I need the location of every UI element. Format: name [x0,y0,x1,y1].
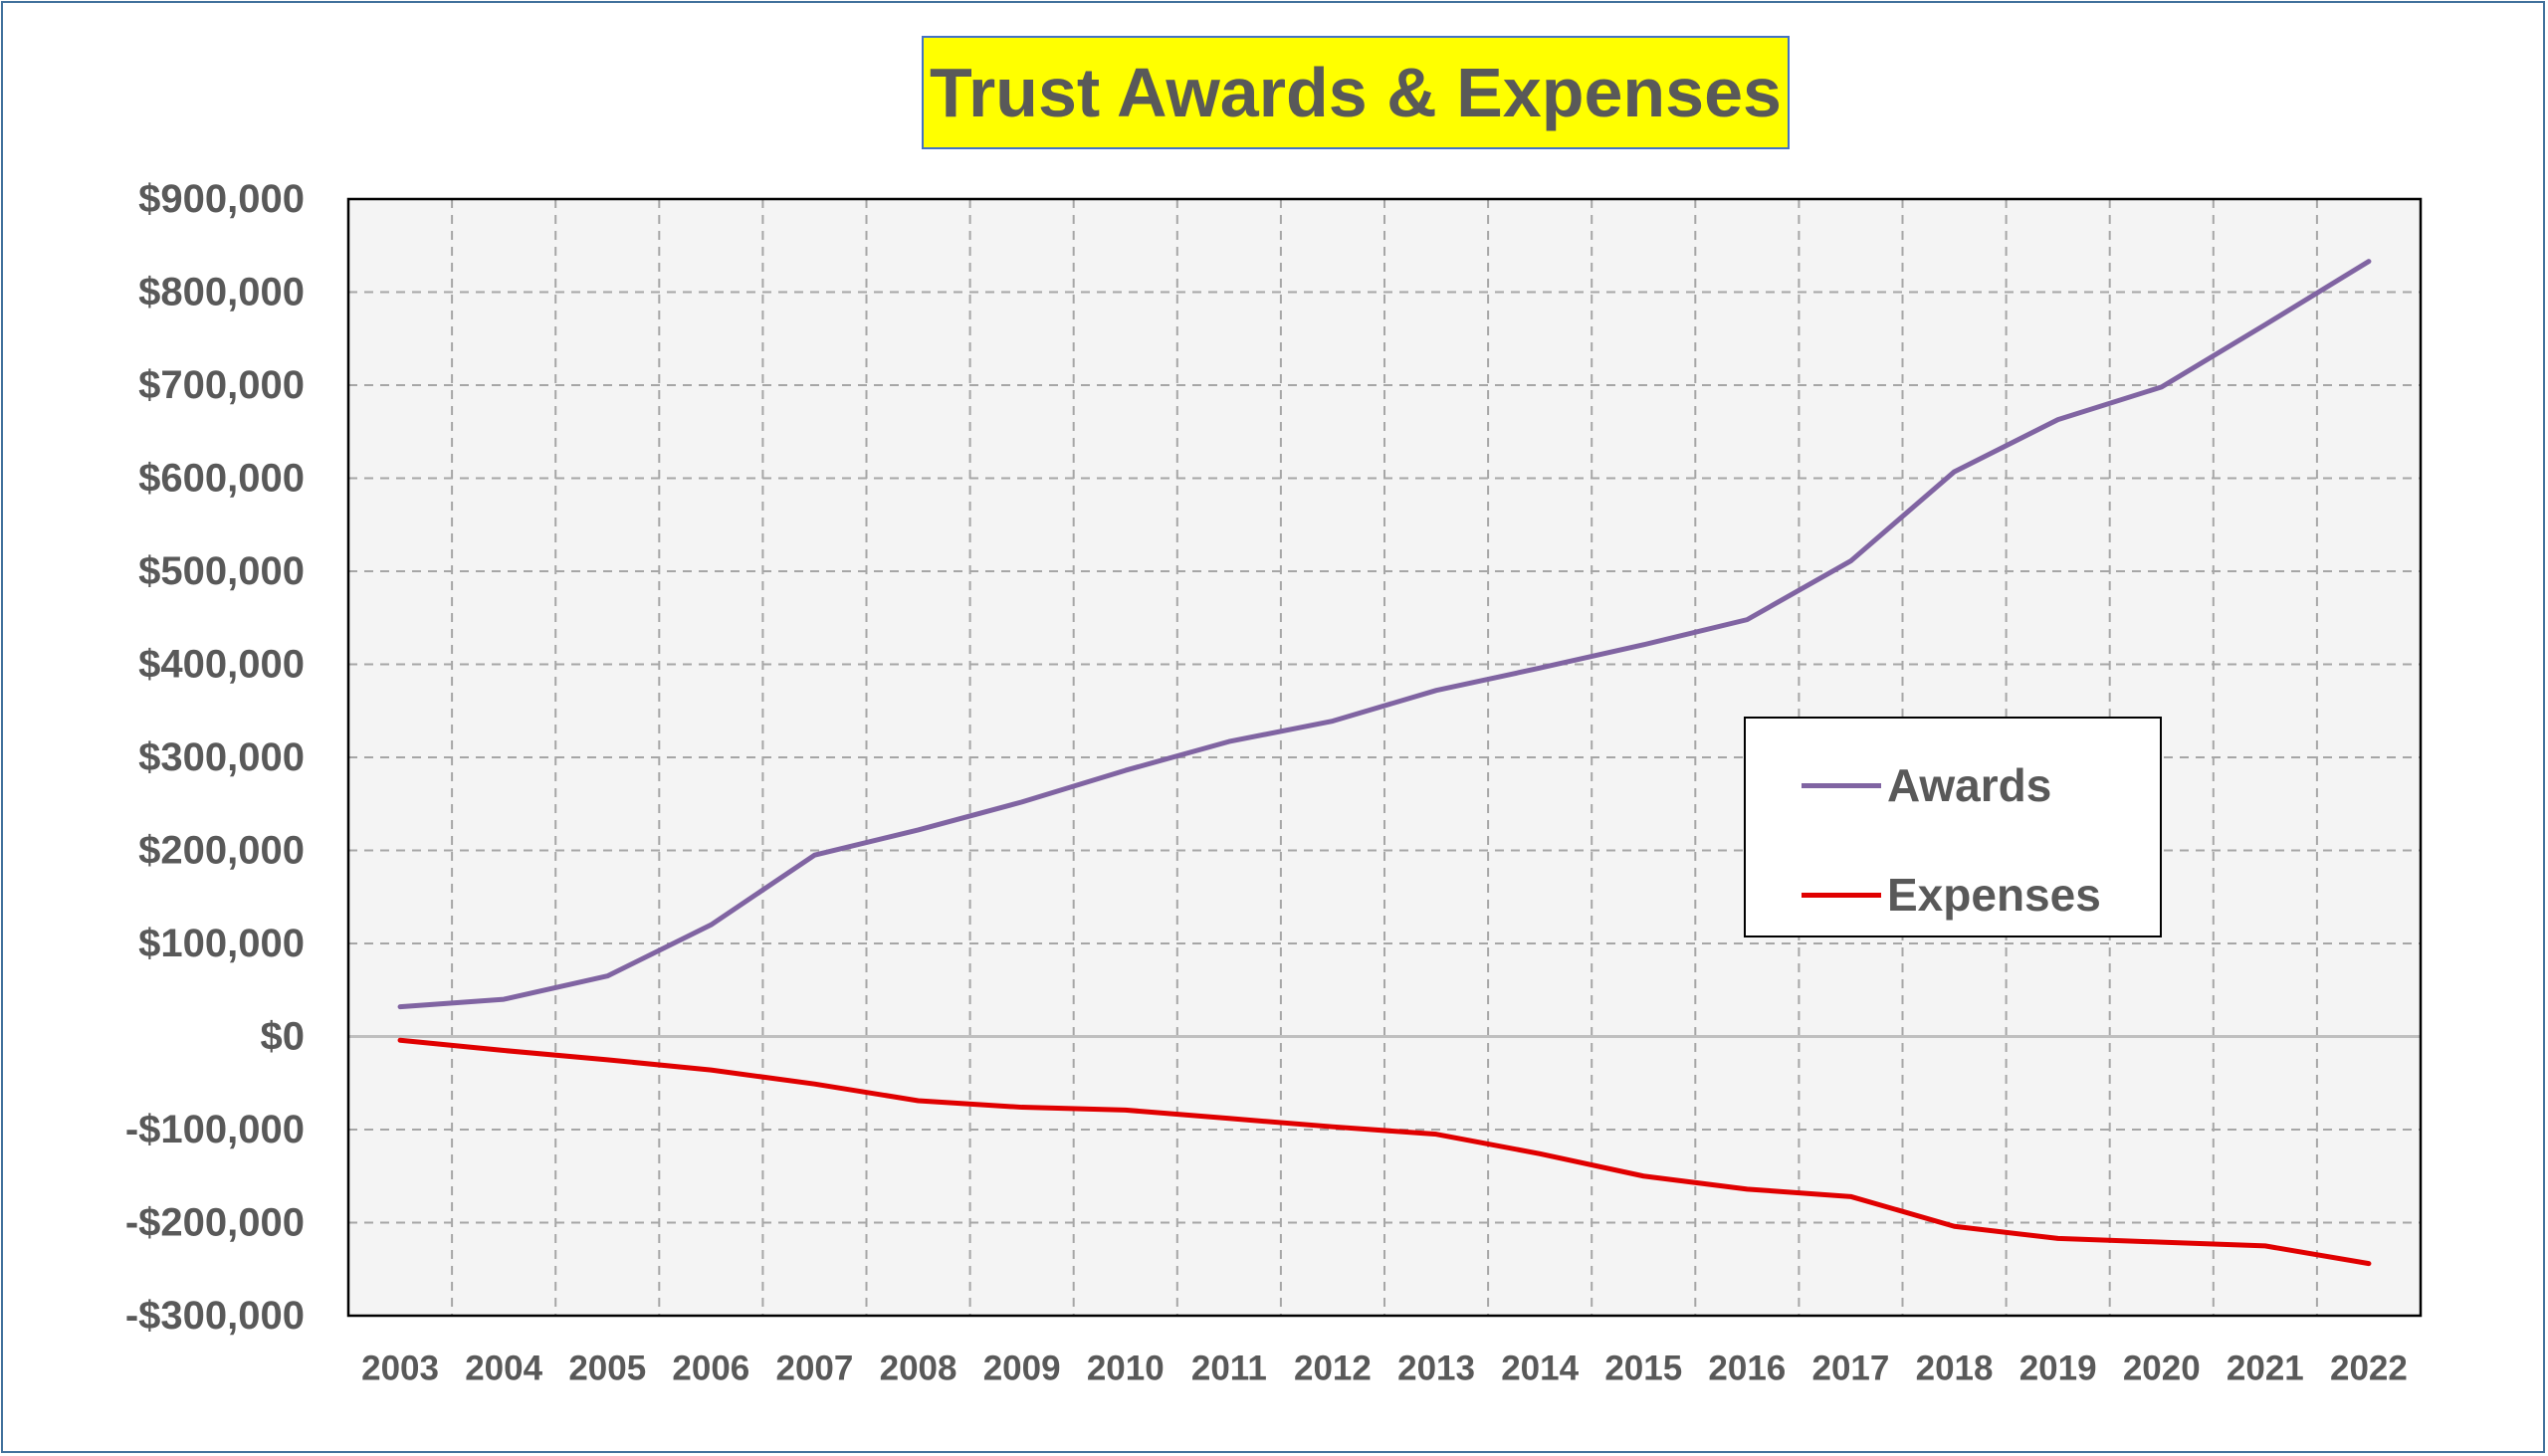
series-line-awards [397,259,2372,1010]
series-line-expenses [397,1037,2372,1267]
x-tick-label: 2008 [880,1350,957,1388]
x-tick-label: 2019 [2019,1350,2097,1388]
x-tick-label: 2006 [672,1350,749,1388]
x-tick-label: 2005 [568,1350,646,1388]
x-tick-label: 2004 [465,1350,542,1388]
x-tick-label: 2021 [2227,1350,2304,1388]
y-tick-label: -$200,000 [125,1201,305,1245]
chart-title: Trust Awards & Expenses [930,54,1782,131]
x-tick-label: 2009 [983,1350,1061,1388]
x-tick-label: 2018 [1916,1350,1994,1388]
x-tick-label: 2014 [1501,1350,1579,1388]
plot-border [346,197,2423,1318]
x-tick-label: 2010 [1087,1350,1165,1388]
y-tick-label: $0 [261,1015,306,1059]
x-tick-label: 2016 [1708,1350,1786,1388]
chart-legend: Awards Expenses [1744,717,2162,937]
y-tick-label: $300,000 [138,735,305,779]
y-tick-label: -$300,000 [125,1294,305,1338]
y-tick-label: $500,000 [138,549,305,593]
x-tick-label: 2007 [776,1350,854,1388]
x-tick-label: 2017 [1812,1350,1890,1388]
y-tick-label: $100,000 [138,922,305,965]
legend-item-awards: Awards [1802,758,2051,812]
x-tick-label: 2022 [2330,1350,2408,1388]
x-tick-label: 2015 [1604,1350,1682,1388]
legend-item-expenses: Expenses [1802,868,2101,922]
y-tick-label: $900,000 [138,177,305,221]
y-tick-label: $200,000 [138,829,305,873]
y-tick-label: $400,000 [138,643,305,687]
y-tick-label: $600,000 [138,457,305,501]
x-tick-label: 2012 [1294,1350,1372,1388]
legend-label-awards: Awards [1887,759,2052,811]
y-tick-label: -$100,000 [125,1108,305,1151]
y-tick-label: $800,000 [138,271,305,314]
legend-swatch-awards [1802,782,1881,788]
x-tick-label: 2020 [2123,1350,2201,1388]
legend-label-expenses: Expenses [1887,869,2101,921]
x-tick-label: 2003 [361,1350,439,1388]
x-tick-label: 2011 [1191,1350,1267,1388]
legend-swatch-expenses [1802,892,1881,898]
x-tick-label: 2013 [1397,1350,1475,1388]
chart-title-box: Trust Awards & Expenses [922,36,1790,149]
y-tick-label: $700,000 [138,363,305,407]
